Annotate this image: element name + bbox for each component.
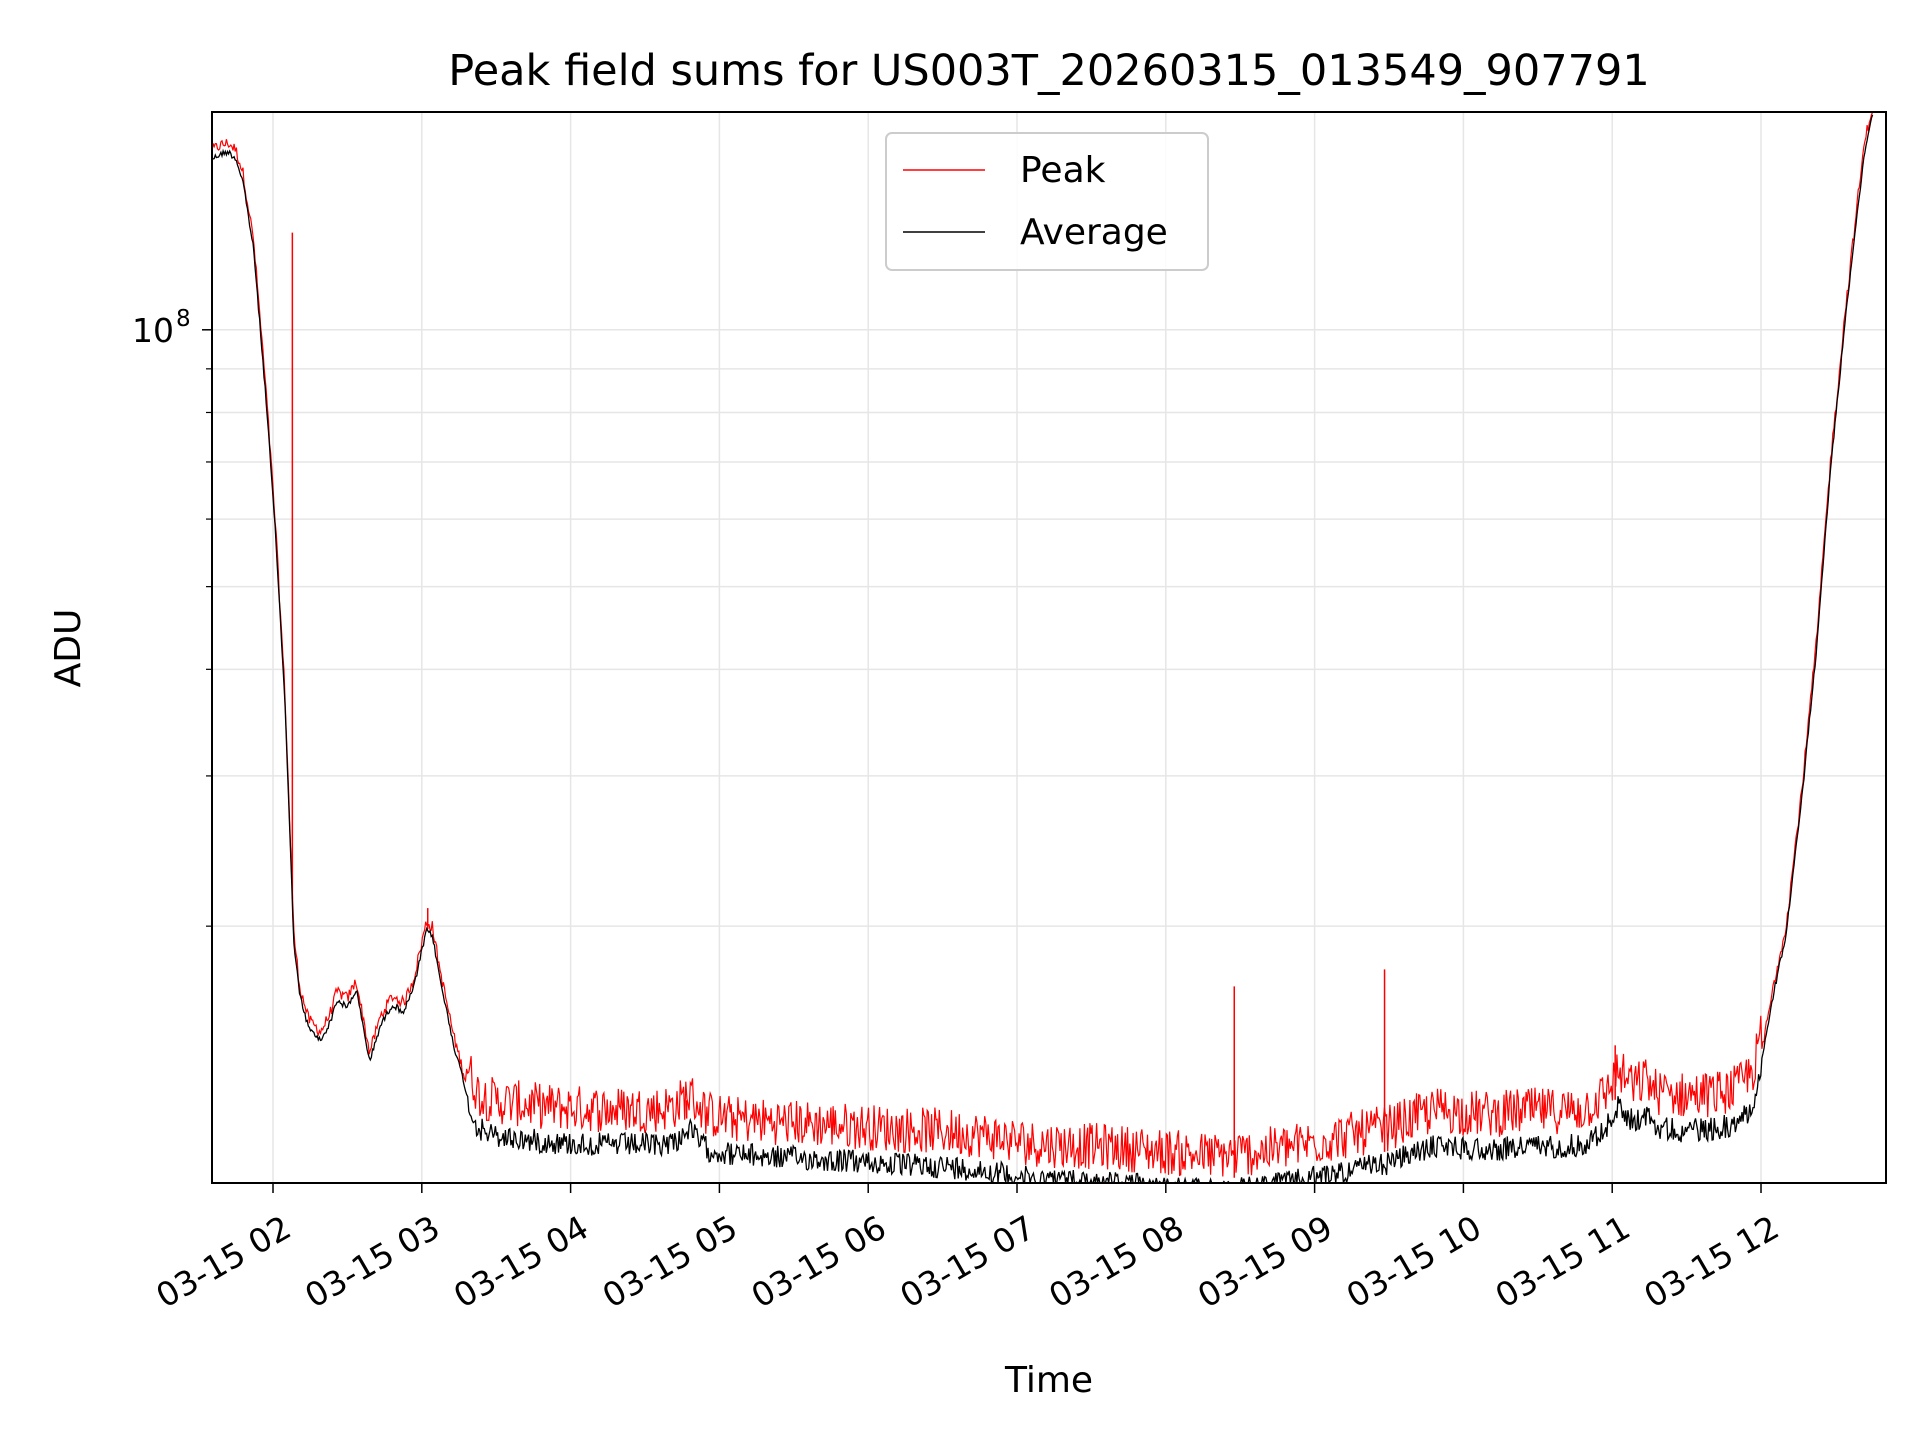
x-axis-label: Time (1004, 1360, 1093, 1401)
plot-series (212, 112, 1874, 1183)
legend: Peak Average (885, 132, 1209, 271)
legend-label-average: Average (1020, 212, 1168, 253)
legend-box (885, 132, 1209, 271)
series-average-line (212, 114, 1874, 1183)
y-axis-label: ADU (48, 609, 89, 688)
y-tick-label: 10 (132, 311, 174, 350)
series-peak-line (212, 112, 1874, 1177)
grid (212, 112, 1886, 1183)
plot-frame (211, 111, 1887, 1184)
chart-title: Peak field sums for US003T_20260315_0135… (448, 46, 1649, 96)
y-tick-label-exponent: 8 (176, 306, 191, 332)
legend-label-peak: Peak (1020, 150, 1106, 191)
